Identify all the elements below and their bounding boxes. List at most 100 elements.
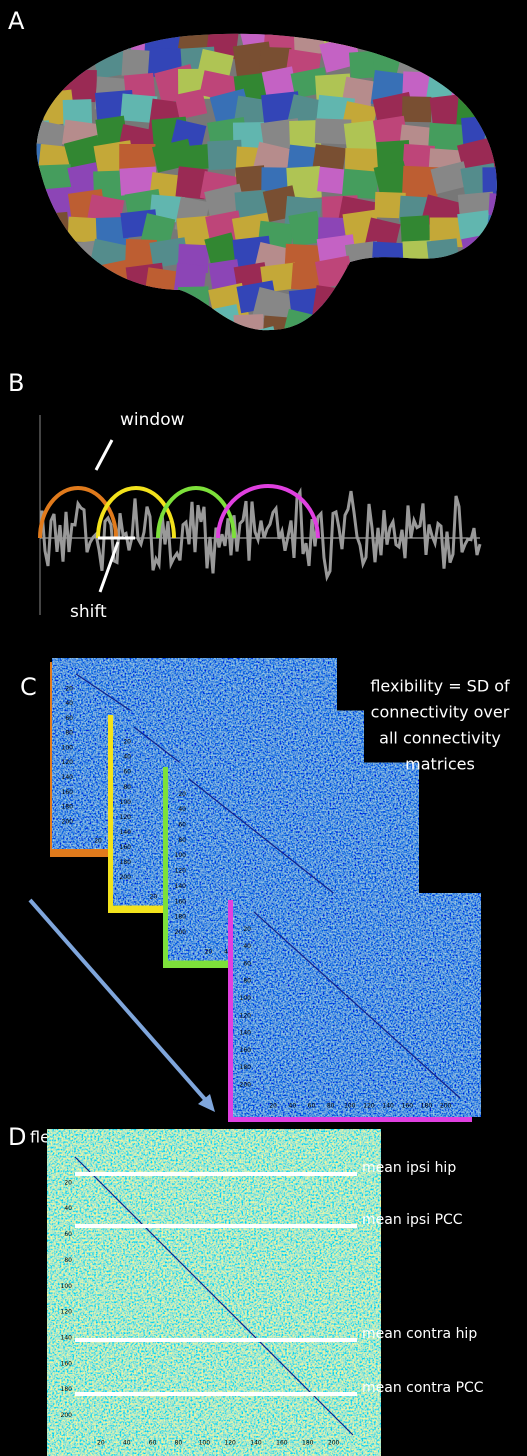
window-label: window [120, 410, 185, 430]
parcel [480, 292, 497, 322]
parcel [121, 49, 154, 78]
parcel [343, 120, 378, 156]
parcel [252, 286, 296, 325]
parcel [144, 33, 183, 56]
parcel [236, 326, 280, 331]
y-tick-label: 180 [62, 804, 74, 811]
parcel [481, 94, 497, 125]
parcel [95, 115, 129, 149]
y-tick-label: 40 [243, 943, 251, 950]
caption-line: matrices [405, 755, 475, 774]
y-tick-label: 40 [65, 700, 73, 707]
parcel [341, 264, 383, 299]
y-tick-label: 120 [61, 1309, 73, 1316]
parcel [178, 143, 213, 172]
x-tick-label: 100 [344, 1103, 356, 1110]
parcel [368, 288, 402, 317]
y-tick-label: 120 [62, 759, 74, 766]
separator [75, 1392, 357, 1396]
panel-label: A [8, 7, 25, 35]
y-tick-label: 200 [62, 818, 74, 825]
parcel [344, 287, 379, 323]
parcel [453, 314, 488, 331]
y-tick-label: 100 [120, 799, 132, 806]
row-label: mean contra hip [362, 1326, 477, 1342]
parcel [457, 33, 497, 53]
x-tick-label: 200 [328, 1440, 340, 1447]
y-tick-label: 100 [175, 852, 187, 859]
y-tick-label: 200 [120, 874, 132, 881]
parcel [178, 335, 218, 365]
x-tick-label: 160 [402, 1103, 414, 1110]
parcel [422, 337, 459, 374]
y-tick-label: 140 [240, 1030, 252, 1037]
diagonal [74, 1156, 354, 1436]
parcel [288, 210, 323, 247]
parcel [317, 309, 352, 331]
parcel [259, 330, 299, 331]
shading [36, 33, 497, 331]
parcel [125, 238, 157, 271]
parcel [371, 33, 403, 54]
parcel [483, 33, 497, 56]
parcel [119, 166, 158, 196]
parcel [146, 289, 185, 326]
parcel [117, 290, 153, 321]
y-tick-label: 40 [123, 754, 131, 761]
x-tick-label: 20 [97, 1440, 105, 1447]
x-tick-label: 140 [382, 1103, 394, 1110]
parcel [176, 215, 214, 249]
y-tick-label: 200 [240, 1082, 252, 1089]
parcel [37, 287, 77, 319]
parcel [316, 166, 350, 195]
x-tick-label: 20 [269, 1103, 277, 1110]
parcel [347, 310, 387, 331]
x-tick-label: 40 [289, 1103, 297, 1110]
parcel [399, 339, 431, 367]
arrow-head [198, 1094, 215, 1112]
parcel [36, 237, 71, 272]
x-tick-label: 60 [308, 1103, 316, 1110]
parcel [120, 93, 158, 124]
row-label: mean ipsi hip [362, 1160, 456, 1176]
parcel [487, 237, 497, 265]
parcel [7, 337, 42, 365]
y-tick-label: 80 [65, 730, 73, 737]
parcel [62, 33, 104, 57]
x-tick-label: 180 [421, 1103, 433, 1110]
parcel [488, 256, 497, 290]
panel-title: flexibility matrix for each patient [30, 1128, 293, 1147]
x-tick-label: 120 [363, 1103, 375, 1110]
diagonal [253, 911, 461, 1099]
parcel [429, 217, 467, 248]
parcel [235, 165, 266, 192]
y-tick-label: 180 [61, 1386, 73, 1393]
parcel [91, 330, 128, 366]
y-tick-label: 80 [178, 837, 186, 844]
parcel [482, 167, 497, 196]
parcel [61, 264, 99, 300]
caption-line: flexibility = SD of [370, 677, 510, 696]
parcel [36, 240, 43, 271]
parcel [344, 339, 381, 365]
y-tick-label: 20 [65, 685, 73, 692]
parcel [146, 310, 181, 331]
parcel [400, 292, 439, 323]
parcel [57, 313, 102, 331]
parcel [456, 46, 495, 79]
y-tick-label: 20 [64, 1179, 72, 1186]
y-tick-label: 140 [120, 829, 132, 836]
x-tick-label: 80 [327, 1103, 335, 1110]
parcel [36, 261, 37, 301]
x-tick-label: 60 [149, 1440, 157, 1447]
y-tick-label: 140 [62, 774, 74, 781]
y-tick-label: 60 [65, 715, 73, 722]
parcel [174, 89, 208, 120]
y-tick-label: 180 [175, 914, 187, 921]
parcel [427, 122, 467, 157]
parcel [36, 168, 41, 204]
parcel [432, 45, 467, 77]
parcel [175, 166, 208, 200]
y-tick-label: 20 [243, 926, 251, 933]
y-tick-label: 140 [61, 1335, 73, 1342]
